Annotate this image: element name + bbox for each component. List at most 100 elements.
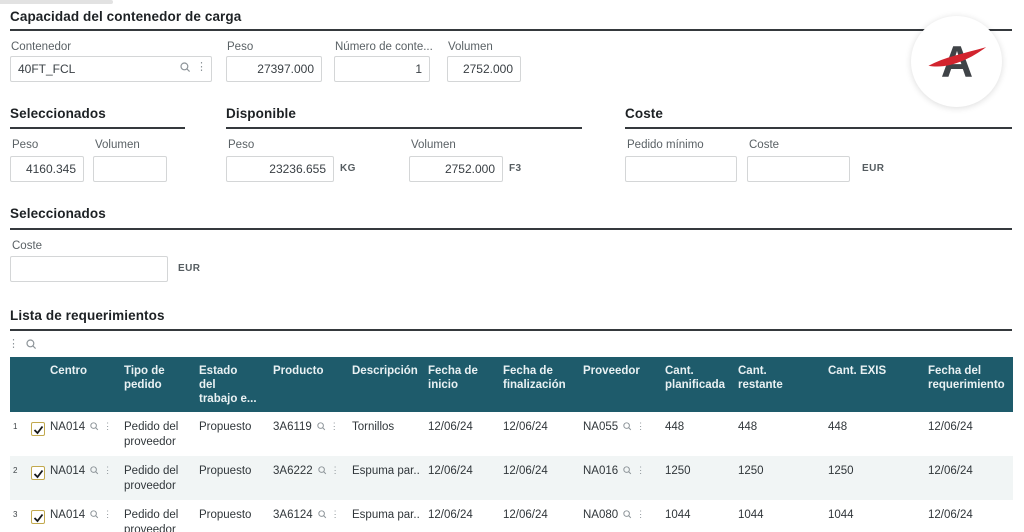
num-contenedores-label: Número de conte...	[335, 41, 433, 53]
disp-volumen-input[interactable]	[409, 156, 503, 182]
cell-estado: Propuesto	[199, 509, 252, 521]
more-options-icon[interactable]: ⋮	[103, 509, 113, 519]
cell-descripcion: Espuma par...	[352, 509, 420, 521]
num-contenedores-input[interactable]	[334, 56, 430, 82]
lookup-icon[interactable]	[317, 466, 327, 475]
row-checkbox[interactable]	[31, 422, 45, 436]
cell-cant-restante: 448	[738, 421, 758, 433]
section-title-disponible: Disponible	[226, 106, 297, 121]
cell-tipo-pedido: Pedido del proveedor	[116, 456, 191, 500]
table-row[interactable]: 3 NA014 ⋮ Pedido del proveedor Propuesto…	[10, 500, 1013, 532]
cell-producto: 3A6222	[273, 465, 313, 477]
cell-cant-planificada: 1250	[657, 456, 730, 500]
lookup-icon[interactable]	[623, 510, 632, 519]
cell-fecha-inicio: 12/06/24	[428, 421, 473, 433]
sel-volumen-input[interactable]	[93, 156, 167, 182]
cell-cant-restante: 1250	[730, 456, 820, 500]
cell-fecha-requerimiento: 12/06/24	[928, 421, 973, 433]
more-options-icon[interactable]: ⋮	[196, 61, 207, 73]
cell-fecha-requerimiento: 12/06/24	[920, 456, 1013, 500]
col-cant-exis[interactable]: Cant. EXIS	[820, 357, 920, 412]
lookup-icon[interactable]	[180, 62, 191, 73]
more-options-icon[interactable]: ⋮	[329, 421, 339, 431]
coste-input[interactable]	[747, 156, 850, 182]
more-options-icon[interactable]: ⋮	[636, 421, 646, 431]
pedido-minimo-label: Pedido mínimo	[627, 139, 704, 151]
section-rule	[10, 127, 185, 129]
row-number: 1	[13, 422, 18, 431]
contenedor-label: Contenedor	[11, 41, 72, 53]
col-centro[interactable]: Centro	[42, 357, 116, 412]
pedido-minimo-input[interactable]	[625, 156, 737, 182]
section-title-seleccionados-coste: Seleccionados	[10, 206, 106, 221]
check-icon	[33, 425, 43, 434]
cell-centro: NA014	[50, 509, 86, 521]
volumen-input[interactable]	[447, 56, 521, 82]
cell-fecha-finalizacion: 12/06/24	[495, 456, 575, 500]
lookup-icon[interactable]	[317, 422, 326, 431]
col-cant-planificada[interactable]: Cant. planificada	[657, 357, 730, 412]
col-tipo-pedido[interactable]: Tipo de pedido	[116, 357, 191, 412]
lookup-icon[interactable]	[623, 422, 632, 431]
more-options-icon[interactable]: ⋮	[103, 421, 113, 431]
more-options-icon[interactable]: ⋮	[330, 465, 340, 475]
col-fecha-requerimiento[interactable]: Fecha del requerimiento	[920, 357, 1013, 412]
table-row[interactable]: 2 NA014 ⋮ Pedido del proveedor Propuesto…	[10, 456, 1013, 500]
more-options-icon[interactable]: ⋮	[636, 465, 646, 475]
cell-proveedor: NA080	[583, 509, 619, 521]
cell-cant-exis: 448	[828, 421, 848, 433]
more-options-icon[interactable]: ⋮	[103, 465, 113, 475]
more-options-icon[interactable]: ⋮	[330, 509, 340, 519]
row-number: 2	[13, 466, 18, 475]
coste-unit: EUR	[862, 163, 885, 174]
peso-label: Peso	[227, 41, 254, 53]
disp-peso-input[interactable]	[226, 156, 334, 182]
section-rule	[10, 29, 1012, 31]
cell-fecha-finalizacion: 12/06/24	[503, 509, 548, 521]
contenedor-input[interactable]	[10, 56, 212, 82]
lookup-icon[interactable]	[623, 466, 632, 475]
lookup-icon[interactable]	[90, 422, 99, 431]
coste-label: Coste	[749, 139, 780, 151]
cell-fecha-inicio: 12/06/24	[428, 509, 473, 521]
grid-more-icon[interactable]: ⋮	[8, 337, 19, 350]
cell-estado: Propuesto	[199, 421, 252, 433]
disp-volumen-unit: F3	[509, 163, 522, 174]
lookup-icon[interactable]	[317, 510, 327, 519]
row-number: 3	[13, 510, 18, 519]
cell-producto: 3A6124	[273, 509, 313, 521]
sel2-coste-input[interactable]	[10, 256, 168, 282]
section-title-seleccionados: Seleccionados	[10, 106, 106, 121]
cell-producto: 3A6119	[273, 421, 312, 433]
col-descripcion[interactable]: Descripción	[344, 357, 420, 412]
more-options-icon[interactable]: ⋮	[636, 509, 646, 519]
requirements-table: Centro Tipo de pedido Estado del trabajo…	[10, 357, 1013, 532]
col-fecha-inicio[interactable]: Fecha de inicio	[420, 357, 495, 412]
section-title-capacity: Capacidad del contenedor de carga	[10, 9, 242, 24]
col-producto[interactable]: Producto	[265, 357, 344, 412]
table-header-row: Centro Tipo de pedido Estado del trabajo…	[10, 357, 1013, 412]
col-proveedor[interactable]: Proveedor	[575, 357, 657, 412]
section-title-lista-requerimientos: Lista de requerimientos	[10, 308, 165, 323]
lookup-icon[interactable]	[90, 510, 99, 519]
grid-toolbar: ⋮	[8, 336, 37, 352]
peso-input[interactable]	[226, 56, 322, 82]
row-checkbox[interactable]	[31, 466, 45, 480]
grid-search-icon[interactable]	[26, 338, 37, 350]
top-edge-strip	[0, 0, 113, 4]
sel2-coste-unit: EUR	[178, 263, 201, 274]
sel-peso-input[interactable]	[10, 156, 84, 182]
row-checkbox[interactable]	[31, 510, 45, 524]
col-select	[10, 357, 42, 412]
table-row[interactable]: 1 NA014 ⋮ Pedido del proveedor Propuesto…	[10, 412, 1013, 456]
cell-tipo-pedido: Pedido del proveedor	[124, 509, 179, 532]
cell-proveedor: NA055	[583, 421, 619, 433]
sel-peso-label: Peso	[12, 139, 39, 151]
col-cant-restante[interactable]: Cant. restante	[730, 357, 820, 412]
cell-fecha-finalizacion: 12/06/24	[503, 421, 548, 433]
col-fecha-finalizacion[interactable]: Fecha de finalización	[495, 357, 575, 412]
check-icon	[33, 469, 43, 478]
col-estado-trabajo[interactable]: Estado del trabajo e...	[191, 357, 265, 412]
cell-cant-exis: 1044	[828, 509, 854, 521]
lookup-icon[interactable]	[90, 466, 99, 475]
